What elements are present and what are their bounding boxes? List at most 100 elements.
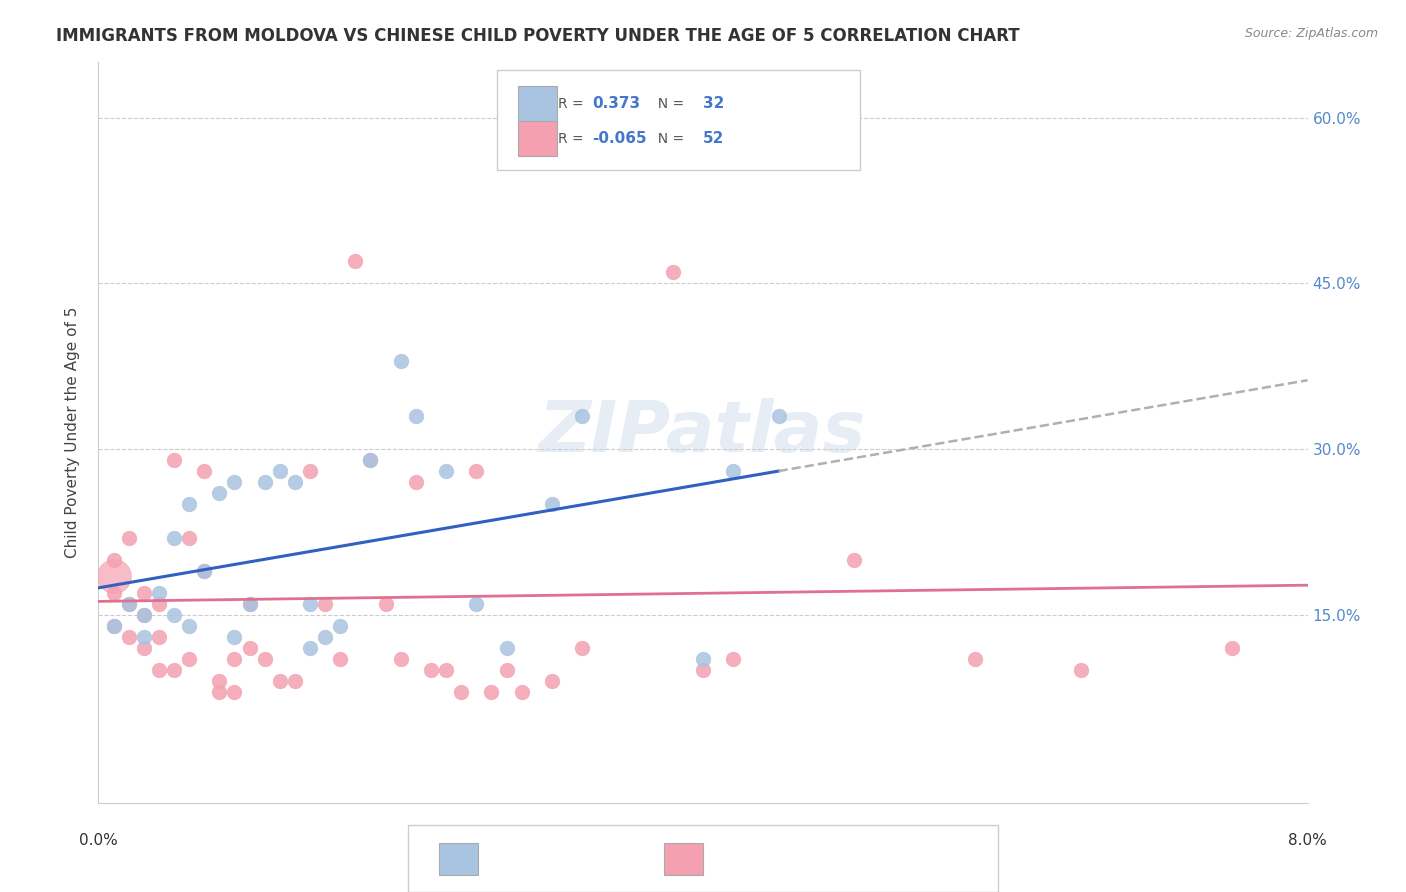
Text: 0.373: 0.373 [592,96,640,112]
Point [253,652,276,666]
Point [224,652,246,666]
Point [193,564,215,578]
Point [132,630,155,644]
Point [723,464,745,478]
Point [571,409,593,423]
Point [103,619,125,633]
Point [495,641,517,656]
Text: 32: 32 [703,96,724,112]
Point [253,475,276,490]
Point [450,685,472,699]
Point [465,597,488,611]
Point [132,607,155,622]
Point [1070,663,1092,677]
Point [208,486,231,500]
Point [329,652,352,666]
Point [239,597,262,611]
Point [224,475,246,490]
Point [420,663,443,677]
Point [284,475,307,490]
Point [661,265,683,279]
Point [495,663,517,677]
FancyBboxPatch shape [517,87,557,121]
Point [374,597,396,611]
Text: 52: 52 [703,131,724,146]
Point [118,630,141,644]
Point [103,619,125,633]
Point [540,498,562,512]
Point [329,619,352,633]
Text: 8.0%: 8.0% [1288,833,1327,848]
Point [118,597,141,611]
Point [299,641,322,656]
Point [163,663,186,677]
Text: 0.0%: 0.0% [79,833,118,848]
Point [179,498,201,512]
Y-axis label: Child Poverty Under the Age of 5: Child Poverty Under the Age of 5 [65,307,80,558]
Point [103,586,125,600]
Point [481,685,503,699]
Point [269,464,291,478]
Point [405,475,427,490]
Point [103,552,125,566]
Point [768,409,790,423]
Point [314,597,336,611]
Point [616,154,638,169]
Point [148,597,170,611]
Point [299,464,322,478]
Text: Immigrants from Moldova: Immigrants from Moldova [481,852,661,866]
Point [148,663,170,677]
Point [284,674,307,689]
Point [314,630,336,644]
Point [299,597,322,611]
Point [239,641,262,656]
Point [163,453,186,467]
Point [510,685,533,699]
Point [132,607,155,622]
Point [224,685,246,699]
Point [208,685,231,699]
Point [193,564,215,578]
Point [389,652,412,666]
Point [965,652,987,666]
Point [239,597,262,611]
Point [434,663,457,677]
Point [163,607,186,622]
Point [405,409,427,423]
Text: R =: R = [558,132,588,145]
Text: Source: ZipAtlas.com: Source: ZipAtlas.com [1244,27,1378,40]
Point [344,254,367,268]
Text: ZIPatlas: ZIPatlas [540,398,866,467]
Point [571,641,593,656]
Point [179,619,201,633]
Point [844,552,866,566]
Text: N =: N = [648,132,688,145]
Point [148,630,170,644]
Point [118,531,141,545]
Point [360,453,382,467]
Text: -0.065: -0.065 [592,131,647,146]
Point [723,652,745,666]
Point [692,652,714,666]
Point [132,586,155,600]
Point [389,353,412,368]
Point [163,531,186,545]
Point [540,674,562,689]
Point [208,674,231,689]
Point [103,569,125,583]
Point [148,586,170,600]
Point [269,674,291,689]
Point [1220,641,1243,656]
Point [179,531,201,545]
Point [224,630,246,644]
Text: IMMIGRANTS FROM MOLDOVA VS CHINESE CHILD POVERTY UNDER THE AGE OF 5 CORRELATION : IMMIGRANTS FROM MOLDOVA VS CHINESE CHILD… [56,27,1019,45]
Point [132,641,155,656]
Point [434,464,457,478]
Point [179,652,201,666]
FancyBboxPatch shape [498,70,860,169]
Text: N =: N = [648,97,688,111]
Point [360,453,382,467]
Point [193,464,215,478]
FancyBboxPatch shape [517,121,557,156]
Point [118,597,141,611]
